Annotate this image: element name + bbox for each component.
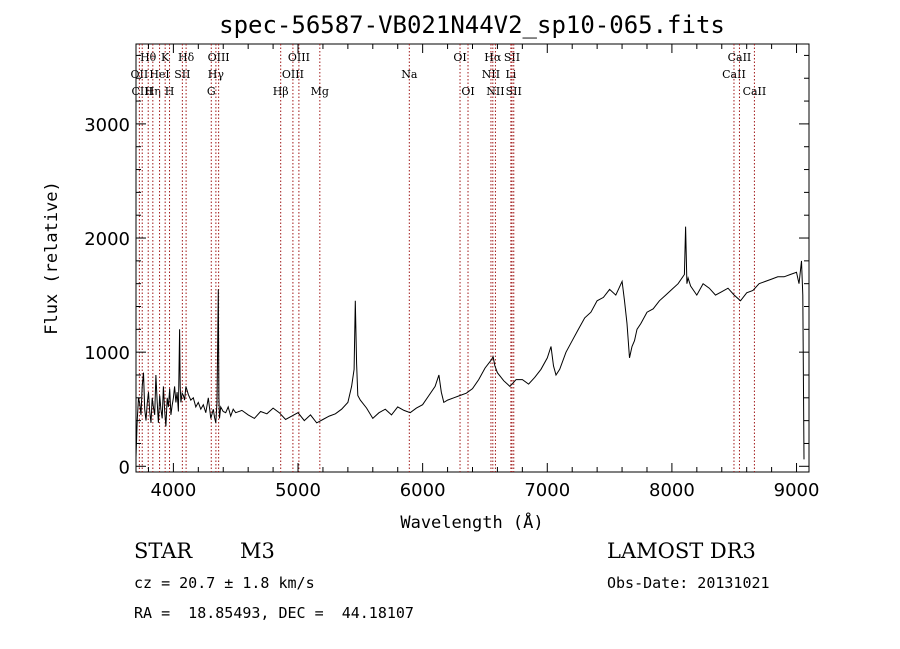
- x-tick-label: 8000: [649, 480, 695, 501]
- survey-name: LAMOST DR3: [607, 539, 756, 563]
- line-marker-label: Hδ: [178, 51, 195, 64]
- line-marker-group: OII CIII Hθ Hη HeI K H SII Hδ G Hγ OIII Hβ OIII OIII Mg…: [131, 44, 767, 472]
- line-marker-label: OI: [461, 85, 474, 98]
- line-marker-label: Mg: [311, 85, 329, 98]
- line-marker-label: NII: [482, 68, 500, 81]
- object-class: STAR: [134, 539, 193, 563]
- line-marker-label: Hγ: [208, 68, 225, 81]
- line-marker-label: CaII: [728, 51, 752, 64]
- axis-tick-group: 4000 5000 6000 7000 8000 9000 0 1000 2000 3000: [84, 44, 819, 501]
- line-marker-label: OII: [131, 68, 149, 81]
- line-marker-label: Na: [401, 68, 418, 81]
- line-marker-label: OI: [453, 51, 466, 64]
- line-marker-label: Hα: [484, 51, 502, 64]
- x-tick-label: 5000: [275, 480, 321, 501]
- line-marker-label: OIII: [288, 51, 310, 64]
- object-subclass: M3: [240, 539, 275, 563]
- x-tick-label: 9000: [774, 480, 820, 501]
- line-marker-label: SII: [174, 68, 190, 81]
- plot-frame: [135, 43, 810, 473]
- x-tick-label: 6000: [400, 480, 446, 501]
- line-marker-label: OIII: [282, 68, 304, 81]
- observation-date: Obs-Date: 20131021: [607, 574, 770, 592]
- x-tick-label: 4000: [150, 480, 196, 501]
- line-marker-label: SII: [504, 51, 520, 64]
- y-tick-label: 0: [119, 457, 130, 478]
- line-marker-label: OIII: [208, 51, 230, 64]
- line-marker-label: NII: [486, 85, 504, 98]
- line-marker-label: Hβ: [273, 85, 289, 98]
- line-marker-label: CaII: [722, 68, 746, 81]
- line-marker-label: Hθ: [140, 51, 157, 64]
- line-marker-label: G: [207, 85, 216, 98]
- redshift-cz: cz = 20.7 ± 1.8 km/s: [134, 574, 315, 592]
- line-marker-label: CaII: [743, 85, 767, 98]
- line-marker-label: Li: [505, 68, 516, 81]
- line-marker-label: CIII: [132, 85, 153, 98]
- x-axis-label: Wavelength (Å): [400, 511, 543, 533]
- y-axis-label: Flux (relative): [42, 181, 62, 335]
- ra-dec: RA = 18.85493, DEC = 44.18107: [134, 604, 414, 622]
- line-marker-label: HeI: [149, 68, 169, 81]
- line-marker-label: K: [161, 51, 170, 64]
- line-marker-label: Hη: [145, 85, 161, 98]
- line-marker-label: H: [165, 85, 175, 98]
- y-tick-label: 3000: [84, 115, 130, 136]
- spectrum-line: [135, 226, 805, 460]
- y-tick-label: 1000: [84, 343, 130, 364]
- line-marker-label: SII: [506, 85, 522, 98]
- chart-title: spec-56587-VB021N44V2_sp10-065.fits: [219, 11, 725, 39]
- x-tick-label: 7000: [524, 480, 570, 501]
- y-tick-label: 2000: [84, 229, 130, 250]
